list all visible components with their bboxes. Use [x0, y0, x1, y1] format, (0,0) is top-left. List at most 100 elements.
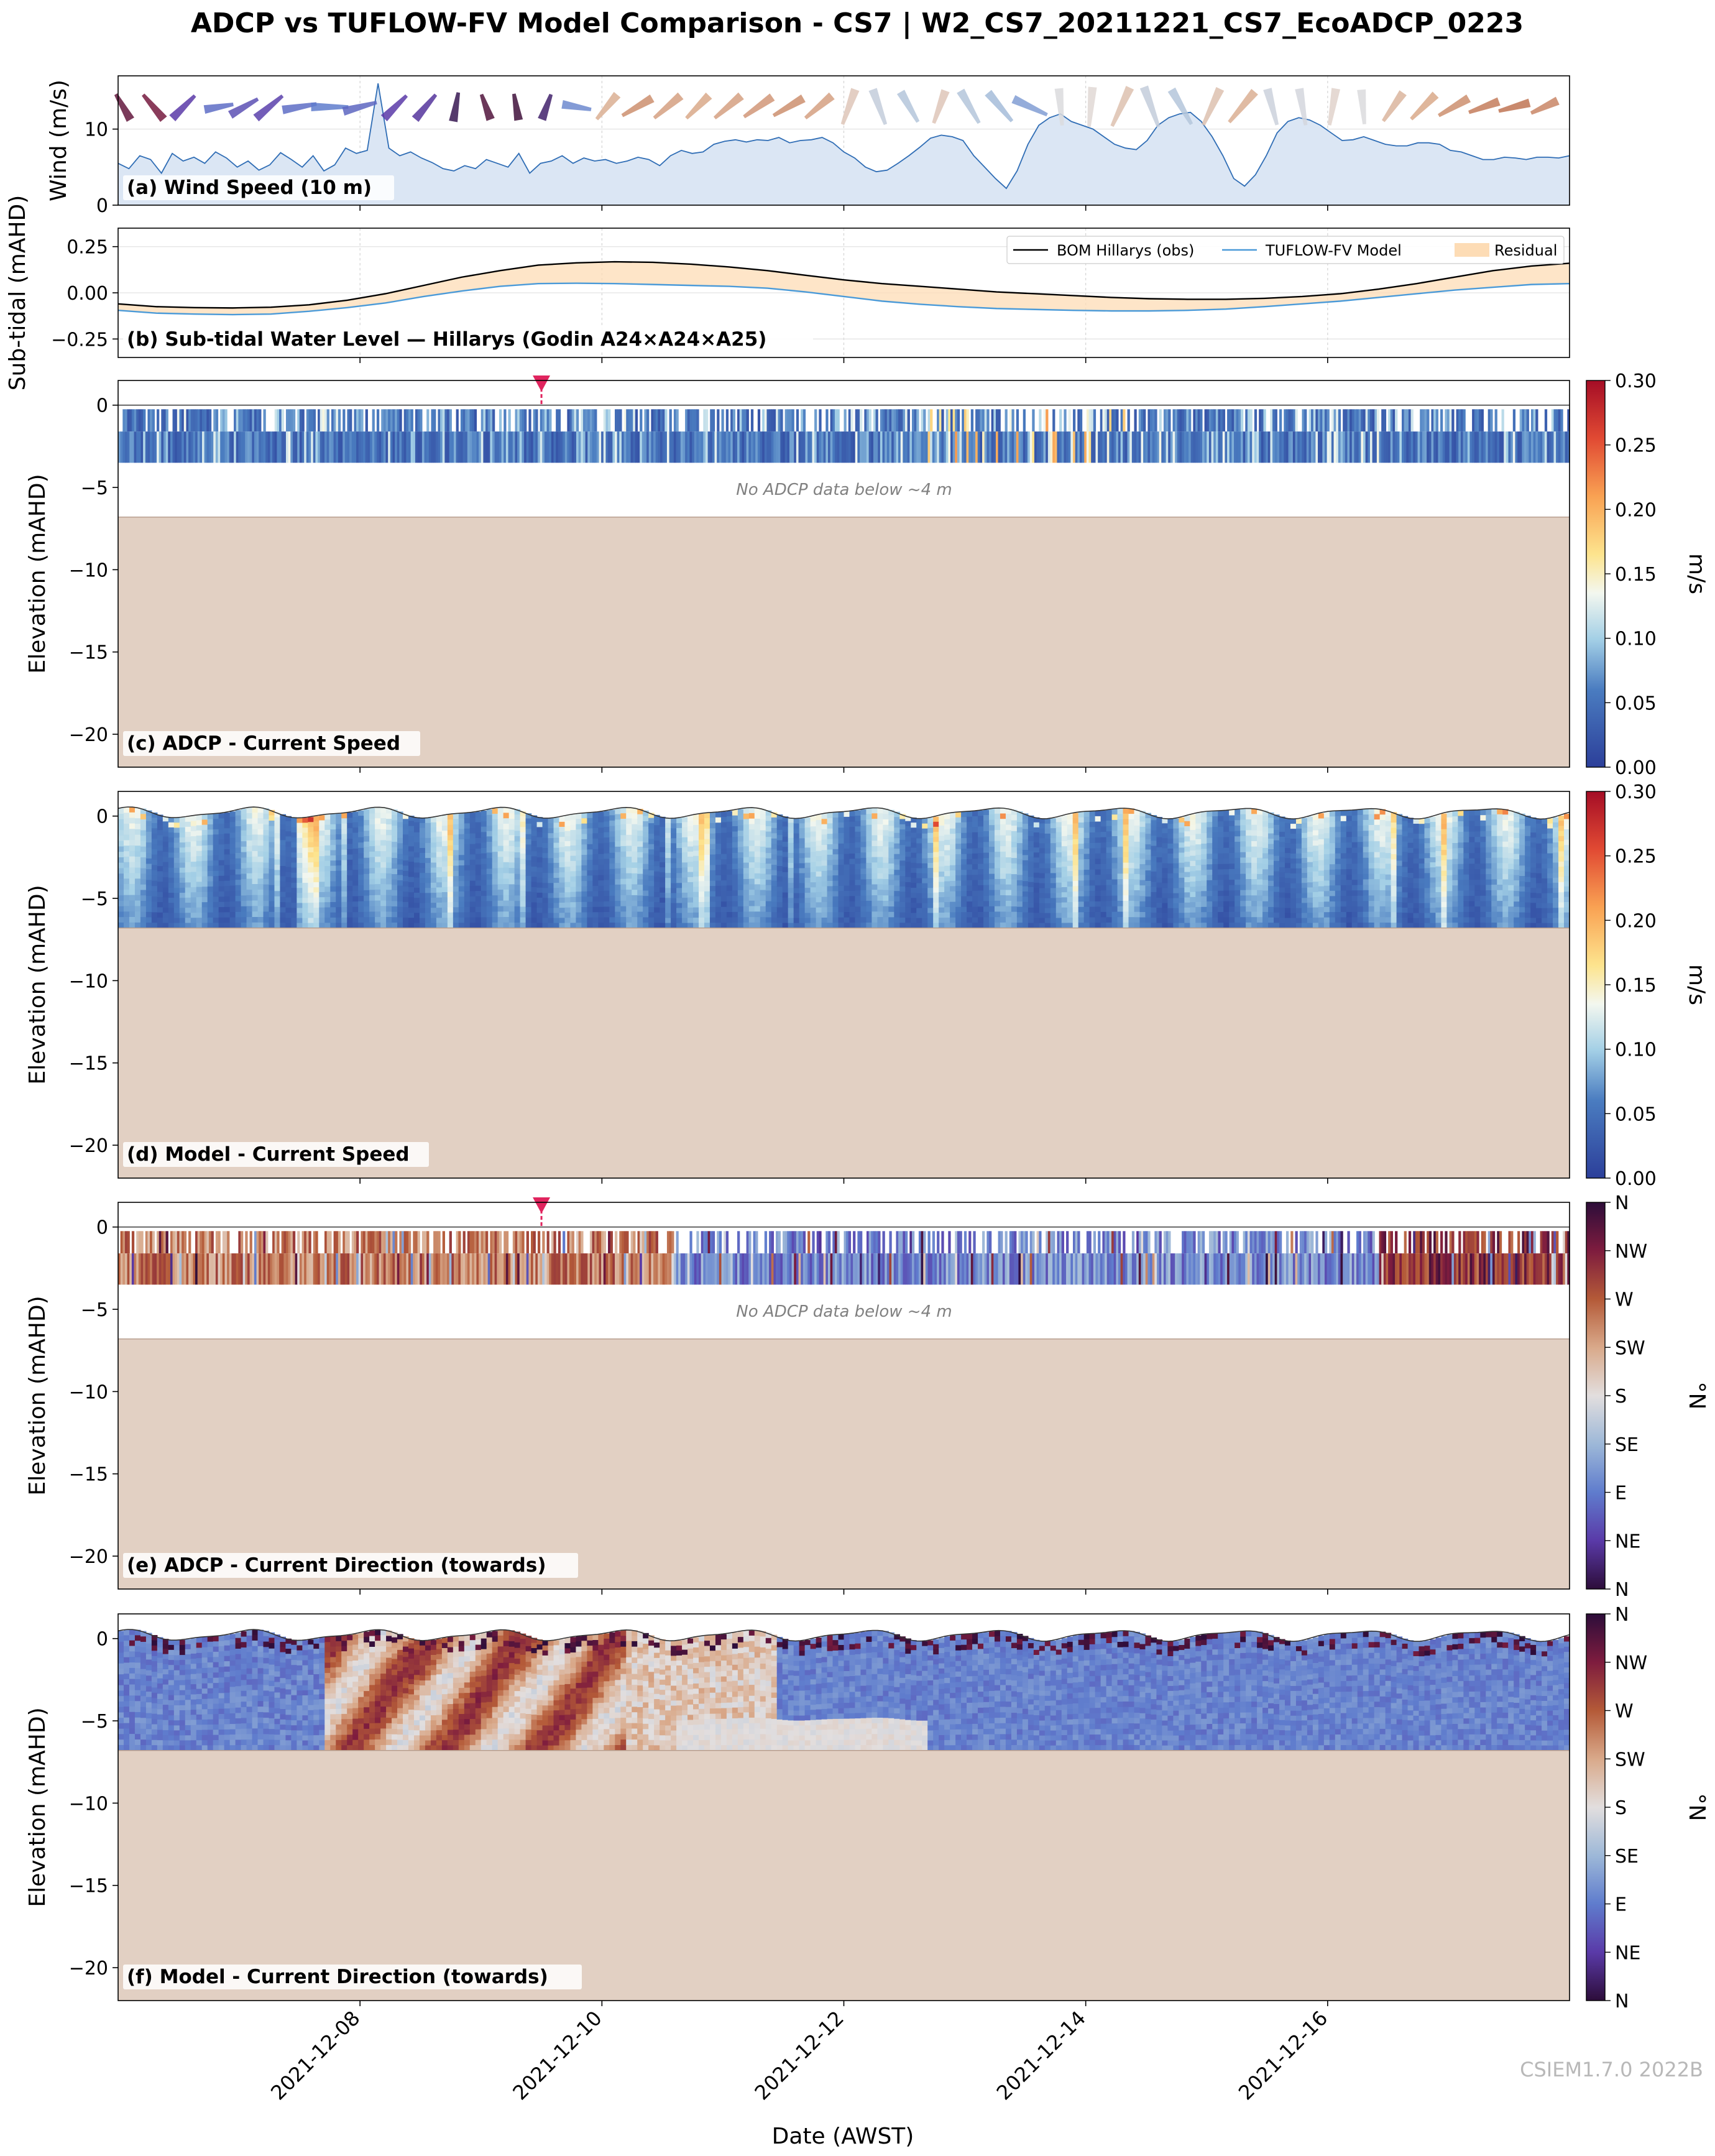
- adcp-cell: [1147, 431, 1150, 463]
- model-cell: [140, 814, 147, 819]
- adcp-cell: [229, 431, 232, 463]
- model-cell: [369, 890, 375, 895]
- model-cell: [1023, 819, 1029, 824]
- model-cell: [576, 850, 582, 855]
- model-cell: [743, 824, 750, 830]
- model-cell: [755, 819, 761, 824]
- model-cell: [710, 870, 716, 876]
- model-cell: [241, 895, 247, 901]
- model-cell: [559, 903, 565, 908]
- model-cell: [129, 824, 136, 830]
- model-cell: [1017, 864, 1023, 870]
- model-cell: [274, 886, 280, 891]
- model-cell: [324, 830, 331, 836]
- adcp-cell: [939, 409, 942, 431]
- adcp-cell: [835, 409, 837, 431]
- adcp-cell: [506, 431, 508, 463]
- adcp-cell: [1189, 409, 1191, 431]
- model-cell: [554, 908, 560, 913]
- adcp-cell: [1392, 409, 1395, 431]
- model-cell: [587, 860, 593, 865]
- model-cell: [648, 875, 655, 881]
- model-cell: [799, 848, 806, 854]
- model-cell: [364, 847, 370, 852]
- model-cell: [397, 880, 403, 886]
- model-cell: [816, 815, 822, 821]
- model-cell: [140, 901, 147, 906]
- adcp-cell: [894, 409, 896, 431]
- model-cell: [191, 867, 197, 872]
- model-cell: [592, 823, 599, 829]
- adcp-cell: [1356, 409, 1359, 431]
- model-cell: [470, 870, 476, 876]
- model-cell: [498, 813, 504, 819]
- adcp-cell: [712, 431, 715, 463]
- model-cell: [392, 864, 398, 869]
- model-cell: [643, 918, 649, 923]
- model-cell: [369, 873, 375, 879]
- model-cell: [805, 868, 811, 873]
- model-cell: [208, 891, 214, 897]
- model-cell: [157, 861, 163, 867]
- model-cell: [972, 896, 978, 901]
- model-cell: [922, 854, 928, 859]
- model-cell: [213, 882, 219, 887]
- adcp-cell: [860, 431, 862, 463]
- adcp-cell: [1021, 431, 1023, 463]
- model-cell: [135, 873, 141, 879]
- model-cell: [916, 913, 922, 919]
- model-cell: [319, 826, 325, 831]
- model-cell: [124, 890, 130, 895]
- model-cell: [224, 891, 231, 897]
- adcp-cell: [440, 409, 443, 431]
- model-cell: [531, 867, 538, 872]
- model-cell: [592, 839, 599, 844]
- adcp-cell: [1352, 409, 1354, 431]
- model-cell: [341, 902, 347, 908]
- model-cell: [654, 856, 660, 862]
- model-cell: [1011, 912, 1018, 918]
- model-cell: [727, 923, 733, 928]
- adcp-cell: [293, 409, 295, 431]
- model-cell: [336, 897, 342, 903]
- model-cell: [721, 827, 727, 833]
- model-cell: [297, 893, 303, 898]
- model-cell: [420, 903, 426, 909]
- model-cell: [436, 903, 443, 908]
- adcp-cell: [572, 409, 574, 431]
- model-cell: [637, 819, 643, 825]
- model-cell: [888, 906, 894, 912]
- model-cell: [783, 847, 789, 852]
- model-cell: [581, 844, 587, 850]
- model-cell: [520, 875, 526, 880]
- model-cell: [202, 877, 208, 882]
- adcp-cell: [825, 431, 828, 463]
- model-cell: [537, 847, 543, 853]
- model-cell: [476, 912, 482, 918]
- model-cell: [587, 923, 593, 928]
- model-cell: [124, 818, 130, 824]
- model-cell: [369, 846, 375, 852]
- wind-direction-arrow: [480, 94, 495, 121]
- model-cell: [476, 886, 482, 891]
- adcp-cell: [624, 409, 627, 431]
- adcp-cell: [681, 431, 683, 463]
- model-cell: [526, 855, 532, 860]
- model-cell: [967, 880, 973, 886]
- model-cell: [592, 901, 599, 907]
- model-cell: [1023, 824, 1029, 829]
- model-cell: [247, 873, 253, 879]
- model-cell: [643, 923, 649, 928]
- model-cell: [258, 857, 264, 862]
- model-cell: [995, 895, 1001, 901]
- model-cell: [464, 823, 471, 829]
- model-cell: [543, 913, 549, 919]
- model-cell: [543, 883, 549, 888]
- model-cell: [140, 868, 147, 874]
- adcp-cell: [1290, 409, 1293, 431]
- model-cell: [168, 883, 175, 888]
- model-cell: [129, 818, 136, 824]
- model-cell: [632, 824, 638, 830]
- adcp-cell: [184, 431, 186, 463]
- adcp-cell: [483, 431, 485, 463]
